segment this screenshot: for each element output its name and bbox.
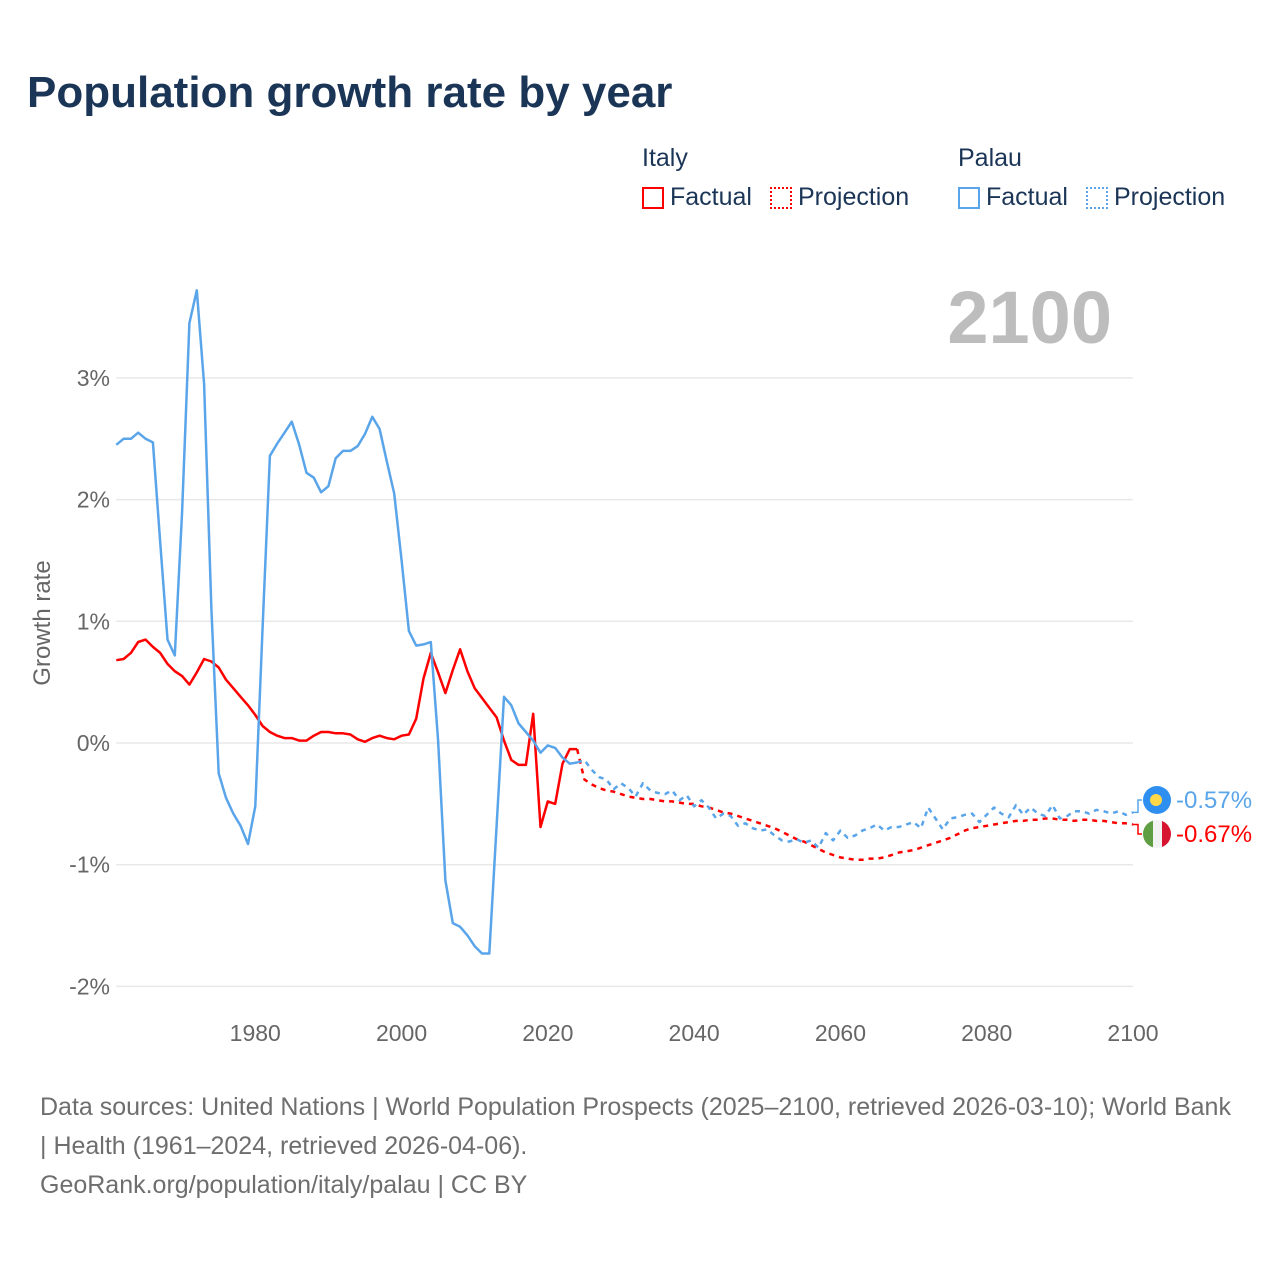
legend-label: Factual: [986, 183, 1068, 211]
palau-factual-line: [115, 289, 578, 955]
italy-projection-line: [575, 748, 1134, 862]
year-display: 2100: [947, 276, 1112, 359]
end-value-label: -0.67%: [1176, 821, 1252, 848]
chart-plot: Growth rate 3% 2% 1% 0% -1% -2% 1980 2000 2020 20…: [29, 289, 1252, 1046]
x-tick-label: 2040: [669, 1020, 720, 1046]
x-tick-label: 1980: [230, 1020, 281, 1046]
flag-red: [1162, 820, 1171, 848]
end-connector: [1133, 799, 1142, 814]
end-connector: [1133, 823, 1142, 835]
italy-flag-icon: [1143, 820, 1171, 848]
dotted-swatch-icon: [769, 186, 792, 209]
italy-factual-line: [116, 638, 578, 829]
flag-white: [1153, 820, 1162, 848]
data-sources: Data sources: United Nations | World Pop…: [40, 1093, 1231, 1160]
y-axis-label: Growth rate: [29, 560, 56, 685]
y-tick-label: 1%: [77, 608, 110, 634]
y-tick-label: 0%: [77, 730, 110, 756]
legend-palau-factual[interactable]: Factual: [958, 183, 1068, 212]
x-tick-label: 2000: [376, 1020, 427, 1046]
end-value-label: -0.57%: [1176, 787, 1252, 814]
legend-palau-projection[interactable]: Projection: [1085, 183, 1226, 212]
y-tick-label: 2%: [77, 487, 110, 513]
legend-label: Projection: [797, 183, 910, 211]
y-tick-label: -1%: [69, 852, 110, 878]
chart-title: Population growth rate by year: [27, 68, 673, 117]
palau-projection-line: [576, 758, 1134, 849]
legend-italy-projection[interactable]: Projection: [769, 183, 910, 212]
credit-link[interactable]: GeoRank.org/population/italy/palau | CC …: [40, 1171, 528, 1199]
palau-flag-moon: [1150, 794, 1162, 806]
legend-label: Factual: [670, 183, 752, 211]
y-tick-label: -2%: [69, 973, 110, 999]
dotted-swatch-icon: [1085, 186, 1108, 209]
x-tick-label: 2060: [815, 1020, 866, 1046]
legend-italy-factual[interactable]: Factual: [642, 183, 752, 212]
legend-italy: Italy Factual Projection: [642, 144, 919, 212]
y-tick-label: 3%: [77, 365, 110, 391]
x-tick-label: 2100: [1107, 1020, 1158, 1046]
x-tick-label: 2020: [522, 1020, 573, 1046]
legend-italy-title: Italy: [642, 144, 688, 172]
solid-swatch-icon: [642, 186, 664, 209]
legend-palau-title: Palau: [958, 144, 1022, 172]
flag-green: [1143, 820, 1153, 848]
footer: Data sources: United Nations | World Pop…: [40, 1088, 1240, 1205]
legend-label: Projection: [1113, 183, 1226, 211]
solid-swatch-icon: [958, 186, 980, 209]
legend-palau: Palau Factual Projection: [958, 144, 1235, 212]
x-tick-label: 2080: [961, 1020, 1012, 1046]
